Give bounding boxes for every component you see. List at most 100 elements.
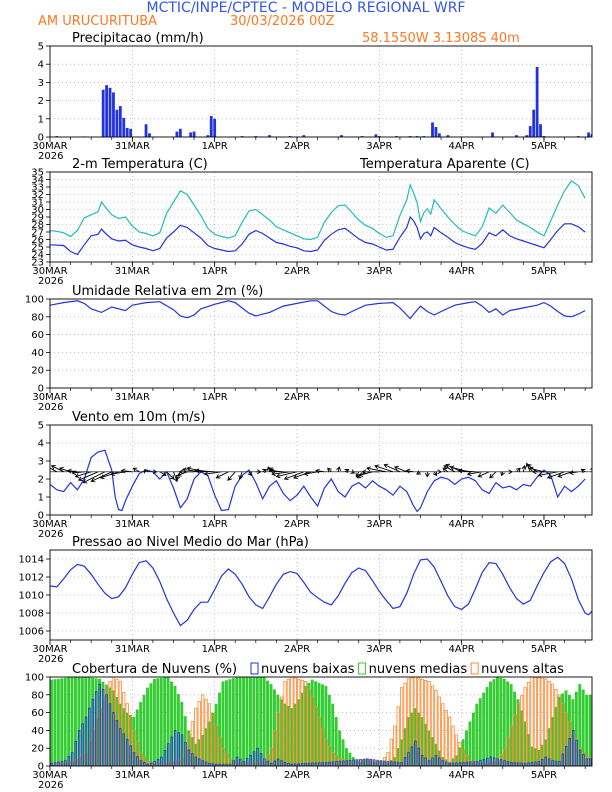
wind-vector (467, 471, 483, 475)
wind-vector-head (445, 463, 451, 469)
y-tick-label: 34 (31, 175, 44, 186)
cloud-high-bar (513, 714, 517, 766)
panel-5: 1006 1008 1010 1012 1014 30MAR 31MAR 1APR 2APR 3A… (19, 535, 593, 665)
wind-vector (270, 470, 284, 473)
cloud-high-bar (279, 696, 284, 766)
cloud-medium-bar (485, 687, 489, 766)
wind-vector-head (580, 468, 586, 474)
cloud-medium-bar (375, 761, 379, 766)
wind-vector-head (537, 472, 543, 478)
x-tick-label: 3APR (366, 266, 392, 277)
precip-bar (209, 116, 213, 137)
cloud-low-bar (95, 691, 98, 766)
wind-vector (606, 468, 610, 472)
x-tick-label: 1APR (202, 266, 228, 277)
cloud-low-bar (256, 747, 259, 766)
precip-bar (395, 136, 398, 137)
wind-vector-head (238, 474, 243, 480)
x-tick-label: 31MAR (115, 519, 150, 530)
y-tick-label: 27 (31, 228, 44, 239)
run-time-label: 30/03/2026 00Z (230, 14, 335, 29)
wind-vector (272, 471, 291, 475)
y-tick-label: 0 (38, 384, 44, 395)
cloud-high-bar (300, 679, 304, 766)
x-tick-label: 5APR (531, 392, 557, 403)
precip-bar (55, 136, 59, 137)
cloud-medium-bar (327, 694, 331, 766)
cloud-low-bar (499, 759, 503, 766)
cloud-medium-bar (211, 712, 215, 766)
cloud-low-bar (547, 758, 551, 766)
cloud-medium-bar (115, 697, 119, 766)
precip-bar (105, 85, 109, 137)
wind-vector-head (144, 468, 149, 474)
cloud-medium-bar (159, 677, 163, 766)
y-tick-label: 1006 (19, 627, 44, 638)
wind-vector-head (256, 469, 262, 475)
cloud-medium-bar (331, 703, 335, 766)
cloud-medium-bar (122, 708, 125, 766)
cloud-medium-bar (77, 677, 81, 766)
plot-area (50, 449, 610, 513)
wind-vector (478, 471, 490, 478)
x-tick-label: 1APR (202, 644, 228, 655)
cloud-high-bar (122, 692, 126, 766)
precip-bar (189, 132, 193, 137)
wind-vector-head (327, 467, 332, 473)
cloud-high-bar (221, 747, 225, 766)
cloud-medium-bar (187, 730, 191, 766)
x-tick-label: 31MAR (115, 644, 150, 655)
plot-frame (49, 549, 593, 641)
precip-bar (192, 131, 196, 137)
cloud-medium-bar (324, 685, 328, 766)
y-tick-label: 80 (31, 690, 44, 701)
cloud-medium-bar (207, 721, 211, 766)
cloud-low-bar (338, 760, 342, 766)
cloud-low-bar (486, 757, 489, 766)
y-tick-label: 24 (31, 250, 44, 261)
x-tick-label: 1APR (202, 392, 228, 403)
y-tick-label: 5 (38, 421, 44, 432)
cloud-medium-bar (214, 703, 218, 766)
cloud-low-bar (173, 730, 177, 766)
cloud-low-bar (362, 758, 366, 766)
cloud-low-bar (366, 758, 369, 766)
precip-bar (539, 124, 542, 137)
wind-vector (284, 471, 305, 480)
x-year-label: 2026 (38, 654, 63, 665)
panel-title: Umidade Relativa em 2m (%) (72, 284, 263, 299)
precip-bar (175, 131, 179, 137)
cloud-high-bar (139, 752, 143, 766)
cloud-medium-bar (406, 717, 410, 766)
wind-vector-head (531, 469, 537, 475)
wind-vector (216, 471, 229, 479)
wind-vector-head (393, 465, 399, 471)
cloud-high-bar (331, 752, 335, 766)
cloud-low-bar (448, 762, 451, 766)
cloud-medium-bar (135, 709, 139, 766)
cloud-medium-bar (242, 677, 246, 766)
cloud-low-bar (571, 730, 575, 766)
wind-vector-head (449, 465, 455, 471)
precip-bar (415, 136, 419, 137)
panel-title: Vento em 10m (m/s) (72, 410, 205, 425)
cloud-medium-bar (574, 691, 578, 766)
wind-vector (458, 470, 476, 473)
cloud-medium-bar (540, 744, 544, 766)
cloud-medium-bar (567, 694, 571, 766)
x-tick-label: 2APR (284, 392, 310, 403)
location-label: AM URUCURITUBA (38, 14, 158, 29)
cloud-high-bar (194, 707, 198, 766)
cloud-medium-bar (530, 746, 534, 766)
cloud-low-bar (297, 763, 300, 766)
cloud-medium-bar (307, 682, 311, 766)
precip-bar (515, 135, 518, 137)
wind-vector-head (457, 468, 463, 474)
cloud-medium-bar (543, 739, 547, 766)
wind-vector (522, 465, 526, 472)
cloud-medium-bar (499, 677, 503, 766)
y-tick-label: 1008 (19, 609, 44, 620)
y-tick-label: 40 (31, 726, 44, 737)
panel-title: 2-m Temperatura (C) (72, 157, 208, 172)
cloud-low-bar (88, 707, 91, 766)
